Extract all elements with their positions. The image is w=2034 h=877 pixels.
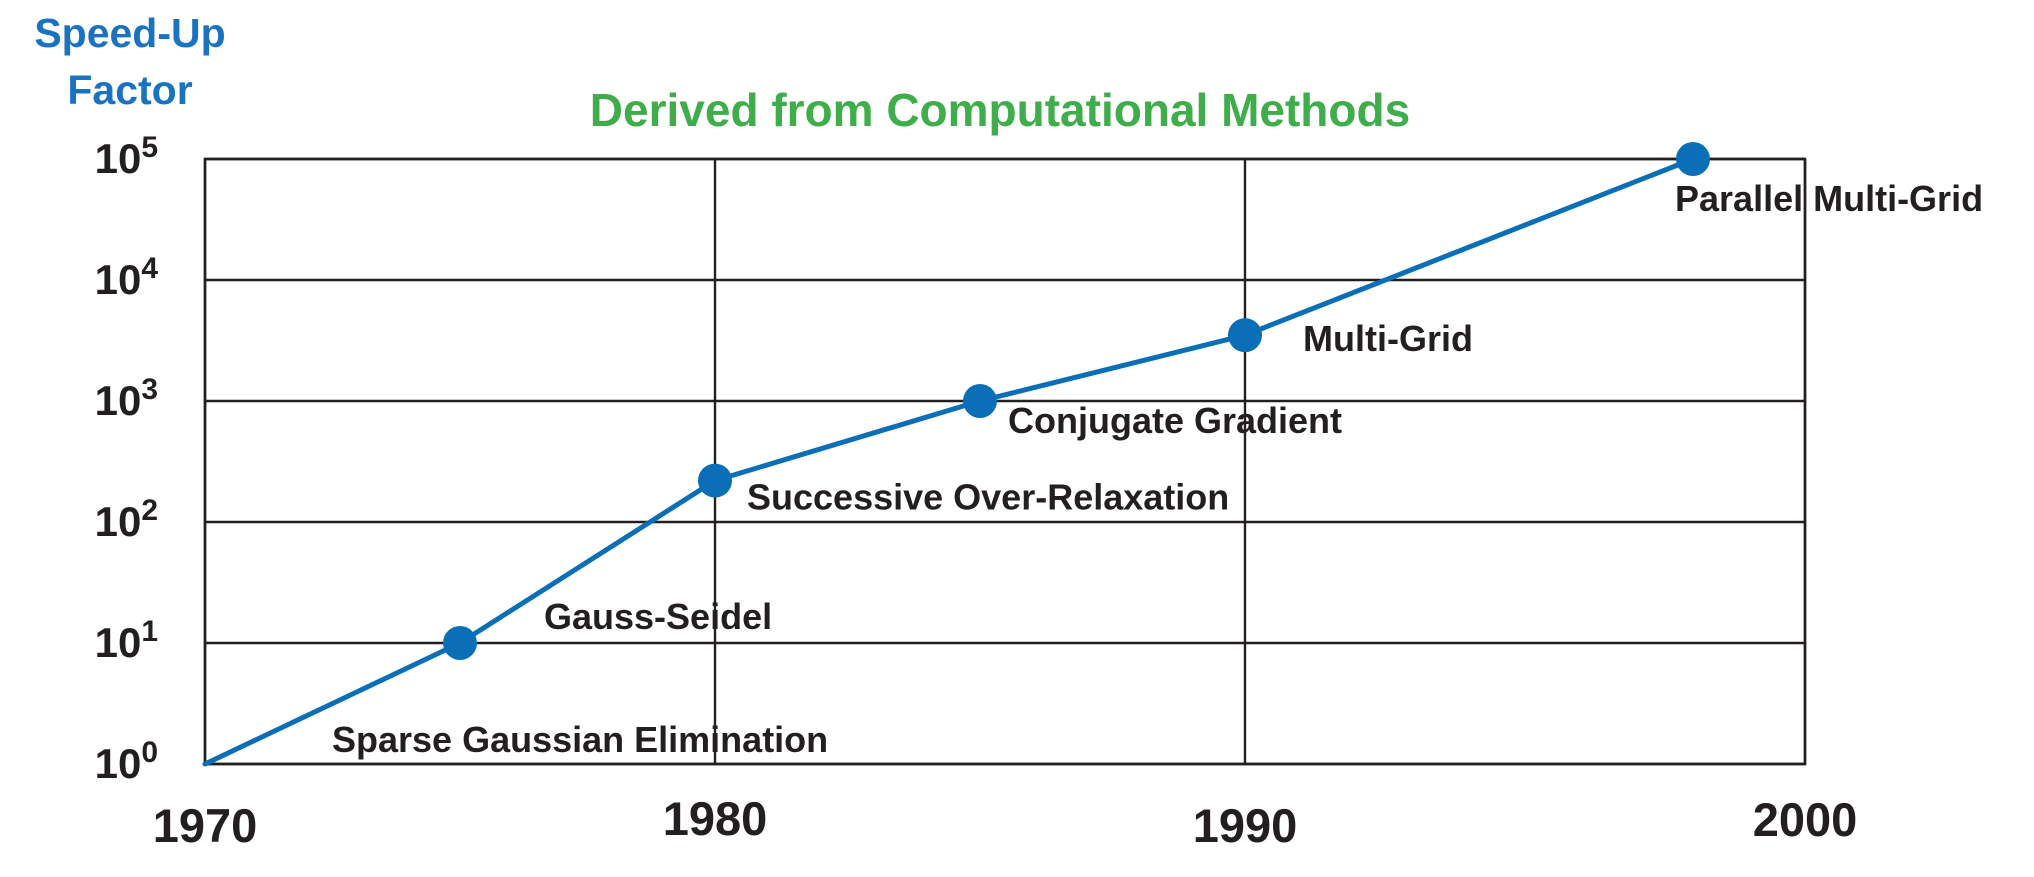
point-label: Successive Over-Relaxation (747, 477, 1229, 518)
data-point-marker (963, 384, 997, 418)
tick-layer: 100 101 102 103 104 105 1970 1980 1990 2000 (95, 131, 1858, 852)
series-line (202, 156, 1696, 767)
y-tick-label: 102 (95, 494, 158, 545)
x-tick-label: 1990 (1193, 799, 1298, 852)
x-tick-label: 2000 (1753, 793, 1858, 846)
point-label: Conjugate Gradient (1008, 400, 1342, 441)
point-label: Sparse Gaussian Elimination (332, 719, 828, 760)
y-tick-label: 104 (95, 252, 159, 303)
plot-frame (203, 157, 1807, 766)
marker-layer (443, 142, 1710, 660)
grid-layer (203, 157, 1807, 766)
data-point-marker (698, 463, 732, 498)
y-tick-label: 103 (95, 373, 158, 424)
plot-border (203, 157, 1807, 766)
y-tick-label: 100 (95, 736, 158, 787)
data-point-marker (1228, 318, 1262, 353)
data-point-marker (1676, 142, 1710, 176)
chart-title: Derived from Computational Methods (590, 84, 1410, 136)
point-label: Multi-Grid (1303, 318, 1473, 359)
y-tick-label: 105 (95, 131, 158, 182)
x-tick-label: 1970 (153, 799, 258, 852)
series-line-layer (202, 156, 1696, 767)
y-axis-label-line-2: Factor (67, 67, 192, 113)
y-axis-label-line-1: Speed-Up (34, 10, 225, 56)
x-tick-label: 1980 (663, 792, 768, 845)
label-layer: Sparse Gaussian Elimination Gauss-Seidel S… (332, 178, 1983, 760)
point-label: Gauss-Seidel (544, 596, 772, 637)
point-label: Parallel Multi-Grid (1675, 178, 1983, 219)
data-point-marker (443, 626, 477, 660)
y-tick-label: 101 (95, 615, 158, 666)
